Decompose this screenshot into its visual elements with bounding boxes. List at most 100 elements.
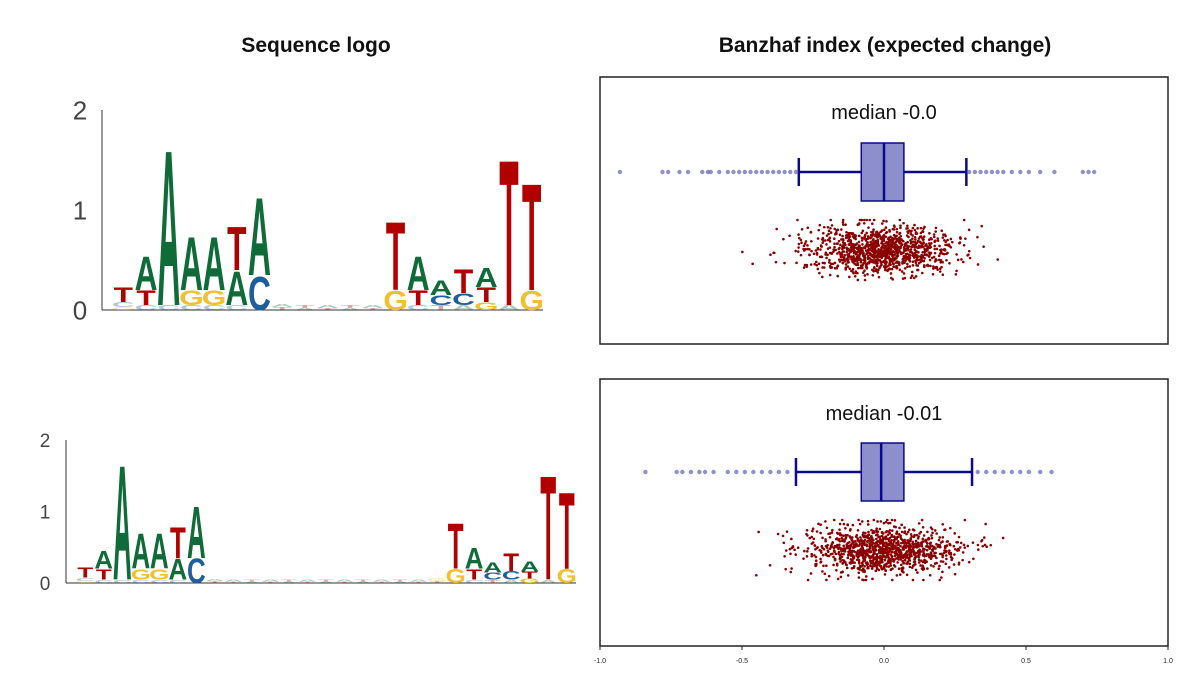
scatter-point — [955, 269, 958, 273]
scatter-point — [902, 570, 905, 574]
scatter-point — [899, 558, 903, 561]
scatter-point — [861, 578, 864, 582]
scatter-point — [928, 547, 931, 550]
scatter-point — [876, 543, 880, 547]
scatter-point — [910, 274, 914, 278]
outlier-point — [776, 469, 782, 475]
logo-letter-T: T — [522, 153, 541, 323]
logo-letter-C: C — [180, 304, 203, 312]
logo-letter-G: G — [131, 567, 151, 583]
scatter-point — [898, 526, 901, 530]
scatter-point — [909, 546, 912, 549]
scatter-point — [887, 236, 891, 240]
scatter-point — [884, 242, 887, 245]
scatter-point — [897, 543, 900, 546]
scatter-point — [929, 564, 933, 567]
scatter-point — [900, 523, 903, 527]
scatter-point — [934, 257, 938, 261]
scatter-point — [941, 523, 945, 526]
scatter-point — [829, 226, 832, 230]
scatter-point — [797, 233, 800, 236]
scatter-point — [897, 567, 901, 571]
scatter-point — [886, 555, 890, 558]
scatter-point — [821, 536, 824, 540]
scatter-point — [885, 543, 889, 547]
scatter-point — [797, 246, 800, 249]
scatter-point — [957, 535, 961, 539]
logo-letter-T: T — [454, 263, 473, 302]
scatter-point — [810, 554, 814, 558]
scatter-point — [910, 229, 913, 233]
scatter-point — [857, 540, 861, 543]
scatter-point — [859, 260, 863, 264]
scatter-point — [892, 250, 896, 254]
scatter-point — [919, 240, 922, 244]
scatter-point — [928, 246, 932, 250]
scatter-point — [894, 265, 897, 269]
scatter-point — [875, 245, 879, 248]
scatter-point — [980, 224, 983, 228]
scatter-point — [914, 544, 918, 548]
scatter-point — [879, 237, 882, 240]
scatter-point — [906, 226, 909, 230]
scatter-point — [821, 261, 825, 265]
scatter-point — [899, 544, 902, 548]
scatter-point — [840, 518, 844, 522]
scatter-point — [888, 536, 892, 540]
logo-y-tick-label: 0 — [40, 574, 51, 595]
scatter-point — [908, 265, 912, 268]
logo-letter-A: A — [483, 560, 502, 576]
scatter-point — [865, 552, 869, 556]
scatter-point — [911, 264, 915, 267]
scatter-point — [930, 544, 933, 548]
scatter-point — [876, 533, 879, 536]
scatter-point — [956, 540, 960, 544]
scatter-point — [897, 260, 900, 264]
scatter-point — [942, 252, 946, 256]
scatter-point — [895, 532, 899, 535]
scatter-point — [880, 566, 883, 570]
scatter-point — [814, 559, 818, 563]
scatter-point — [827, 261, 831, 264]
outlier-point — [765, 169, 770, 175]
scatter-point — [917, 544, 921, 548]
scatter-point — [845, 544, 849, 548]
logo-letter-A: A — [180, 222, 203, 307]
scatter-point — [824, 538, 827, 541]
scatter-point — [900, 243, 904, 247]
scatter-point — [809, 231, 813, 234]
scatter-point — [833, 245, 836, 249]
scatter-point — [887, 558, 891, 561]
scatter-point — [858, 561, 861, 565]
scatter-point — [869, 550, 873, 553]
scatter-point — [911, 564, 915, 568]
scatter-point — [889, 243, 892, 246]
scatter-point — [953, 553, 956, 556]
scatter-point — [899, 551, 903, 554]
scatter-point — [850, 232, 854, 236]
outlier-point — [617, 169, 623, 175]
logo-letter-A: A — [150, 525, 169, 580]
scatter-point — [889, 568, 893, 571]
outlier-point — [725, 169, 730, 175]
logo-letter-C: C — [502, 569, 521, 582]
scatter-point — [854, 237, 857, 241]
scatter-point — [872, 529, 875, 533]
scatter-point — [860, 561, 864, 565]
scatter-point — [901, 566, 905, 570]
scatter-point — [923, 225, 926, 229]
scatter-point — [878, 259, 882, 262]
scatter-point — [917, 555, 921, 559]
scatter-point — [805, 263, 809, 267]
scatter-point — [895, 256, 898, 260]
scatter-point — [887, 539, 891, 543]
scatter-point — [912, 549, 915, 553]
scatter-point — [888, 542, 892, 545]
scatter-point — [929, 553, 933, 557]
scatter-point — [882, 246, 886, 250]
scatter-point — [884, 551, 888, 554]
scatter-point — [908, 229, 911, 232]
scatter-point — [935, 265, 938, 269]
logo-letter-A: A — [316, 304, 339, 309]
scatter-point — [860, 236, 864, 240]
